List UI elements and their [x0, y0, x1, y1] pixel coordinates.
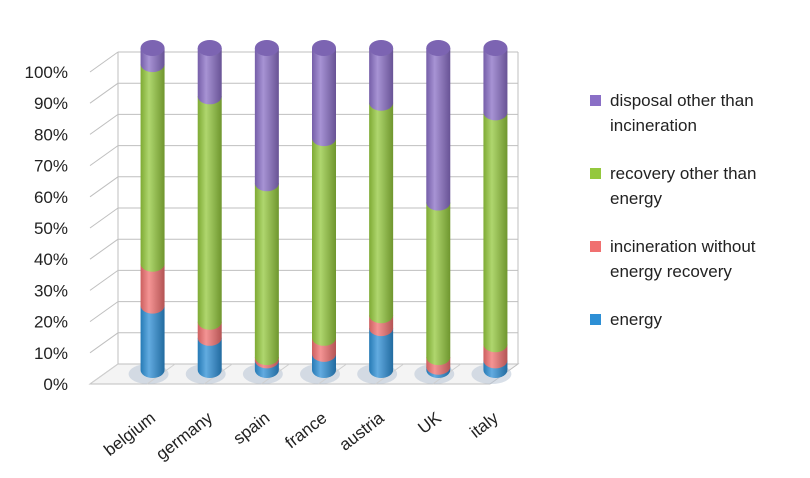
- bar-top-cap: [254, 40, 279, 56]
- gridline-diagonal: [89, 113, 119, 135]
- bar-segment: [254, 48, 279, 192]
- bar-segment: [140, 64, 165, 272]
- bar-top-cap: [426, 40, 451, 56]
- y-tick-label: 0%: [43, 375, 68, 394]
- y-tick-label: 90%: [34, 94, 68, 113]
- y-tick-label: 20%: [34, 313, 68, 332]
- bar-segment: [312, 48, 336, 147]
- legend-item-energy: energy: [590, 307, 810, 332]
- bar-segment: [369, 328, 394, 378]
- x-category-label: austria: [336, 408, 388, 455]
- legend-item-incineration: incineration without energy recovery: [590, 234, 810, 284]
- bar-segment: [197, 48, 222, 105]
- y-axis-ticks: 0% 10% 20% 30% 40% 50% 60% 70% 80% 90% 100%: [25, 63, 68, 394]
- gridline-diagonal: [89, 145, 119, 167]
- gridline-diagonal: [89, 238, 119, 260]
- bar-top-cap: [312, 40, 336, 56]
- x-category-label: france: [282, 408, 331, 452]
- y-tick-label: 70%: [34, 157, 68, 176]
- legend-label: disposal other than incineration: [610, 91, 754, 135]
- x-category-label: UK: [414, 408, 445, 438]
- legend-swatch: [590, 95, 601, 106]
- legend-swatch: [590, 241, 601, 252]
- gridline-diagonal: [89, 51, 119, 73]
- bar-segment: [140, 305, 165, 378]
- legend-item-recovery: recovery other than energy: [590, 161, 810, 211]
- legend-label: energy: [610, 310, 662, 329]
- gridline-diagonal: [89, 332, 119, 354]
- gridline-diagonal: [89, 301, 119, 323]
- chart-bars: [140, 40, 508, 378]
- bar-segment: [426, 202, 451, 366]
- floor-divider: [89, 363, 119, 385]
- legend-swatch: [590, 314, 601, 325]
- y-tick-label: 10%: [34, 344, 68, 363]
- y-tick-label: 60%: [34, 188, 68, 207]
- bar-segment: [369, 102, 394, 324]
- x-category-label: belgium: [100, 408, 159, 460]
- y-tick-label: 30%: [34, 281, 68, 300]
- y-tick-label: 100%: [25, 63, 68, 82]
- bar-segment: [483, 48, 508, 121]
- chart-legend: disposal other than incineration recover…: [590, 88, 810, 355]
- x-category-label: spain: [230, 408, 274, 448]
- bar-segment: [312, 138, 336, 346]
- legend-label: recovery other than energy: [610, 164, 757, 208]
- y-tick-label: 40%: [34, 250, 68, 269]
- bar-top-cap: [197, 40, 222, 56]
- bar-segment: [197, 337, 222, 378]
- x-category-label: germany: [152, 408, 216, 464]
- bar-segment: [197, 96, 222, 330]
- legend-item-disposal: disposal other than incineration: [590, 88, 810, 138]
- gridline-diagonal: [89, 207, 119, 229]
- legend-swatch: [590, 168, 601, 179]
- bar-segment: [426, 48, 451, 211]
- bar-segment: [483, 112, 508, 353]
- bar-top-cap: [483, 40, 508, 56]
- bar-segment: [369, 48, 394, 111]
- y-tick-label: 50%: [34, 219, 68, 238]
- x-category-label: italy: [466, 408, 502, 442]
- bar-top-cap: [140, 40, 165, 56]
- legend-label: incineration without energy recovery: [610, 237, 756, 281]
- gridline-diagonal: [89, 176, 119, 198]
- gridline-diagonal: [89, 82, 119, 104]
- y-tick-label: 80%: [34, 125, 68, 144]
- gridline-diagonal: [89, 269, 119, 291]
- bar-segment: [254, 183, 279, 366]
- bar-top-cap: [369, 40, 394, 56]
- bar-segment: [140, 263, 165, 314]
